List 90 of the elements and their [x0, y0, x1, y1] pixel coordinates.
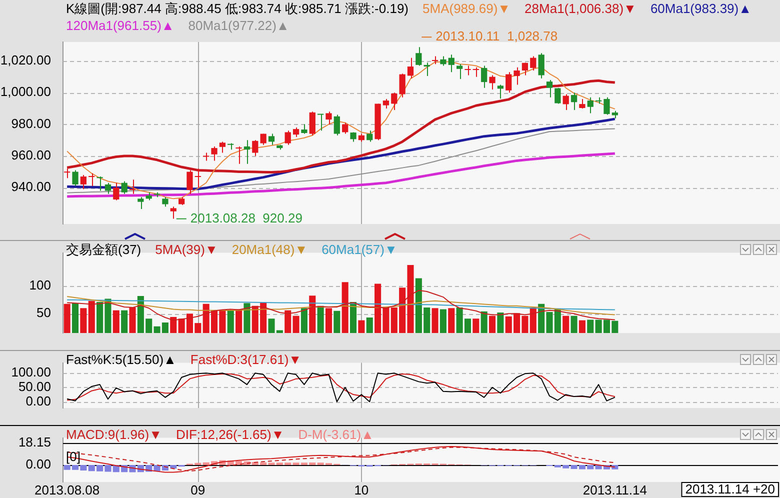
candlestick: [382, 98, 390, 109]
candlestick: [506, 72, 512, 94]
candlestick: [604, 96, 610, 116]
x-tick-label: 2013.11.14: [582, 482, 647, 498]
candlestick: [530, 56, 536, 71]
candlestick: [407, 57, 414, 79]
candlestick: [170, 206, 176, 220]
y-tick-label: 1,020.00: [0, 52, 51, 68]
y-tick-label: 50: [36, 305, 51, 320]
candlestick: [186, 170, 193, 194]
text: 5MA(989.69)▼: [422, 1, 511, 16]
candlestick: [350, 132, 356, 142]
annotation: 2013.08.28 920.29: [190, 210, 302, 226]
chart-title: K線圖(開:987.44 高:988.45 低:983.74 收:985.71 漲跌:-0.19): [66, 1, 409, 16]
text: 28Ma1(1,006.38)▼: [524, 1, 636, 16]
candlestick: [292, 126, 300, 138]
candlestick: [514, 66, 520, 86]
candlestick: [113, 182, 120, 201]
series-label: Fast%K:5(15.50)▲: [66, 352, 176, 367]
candlestick: [129, 179, 136, 194]
candlestick: [570, 92, 578, 111]
candlestick: [464, 65, 471, 76]
candlestick: [391, 92, 398, 111]
y-tick-label: 0.00: [26, 456, 51, 472]
candlestick: [96, 176, 103, 192]
candlestick: [334, 114, 340, 136]
candlestick: [326, 111, 332, 125]
candlestick: [88, 172, 95, 187]
candlestick: [554, 87, 561, 104]
candlestick: [448, 54, 454, 73]
candlestick: [579, 98, 586, 109]
candlestick: [194, 168, 201, 188]
candlestick: [440, 56, 446, 66]
candlestick: [309, 111, 316, 136]
candlestick: [162, 196, 168, 208]
y-tick-label: 960.00: [11, 148, 51, 163]
candlestick: [456, 64, 463, 80]
candlestick: [252, 140, 258, 156]
candlestick: [219, 141, 226, 154]
y-tick-label: 940.00: [11, 179, 51, 194]
candlestick: [244, 140, 250, 164]
y-tick-label: 18.15: [18, 434, 51, 450]
candlestick: [424, 62, 430, 77]
candlestick: [399, 73, 406, 98]
x-tick-label: 10: [354, 482, 369, 498]
candlestick: [587, 96, 594, 114]
candlestick: [236, 146, 242, 164]
candlestick: [64, 168, 70, 179]
candlestick: [268, 133, 275, 146]
text: 60Ma1(983.39)▲: [650, 1, 752, 16]
x-tick-label: 09: [190, 482, 206, 498]
text: 20Ma1(48)▼: [232, 242, 308, 257]
text: 120Ma1(961.55)▲: [66, 18, 174, 33]
candlestick: [211, 146, 218, 162]
candlestick: [121, 180, 128, 194]
y-tick-label: 100: [29, 278, 51, 293]
candlestick: [472, 66, 479, 78]
chart-title: 交易金額(37): [66, 242, 142, 257]
candlestick: [497, 84, 504, 100]
candlestick: [481, 65, 488, 88]
x-tick-label: 2013.08.08: [34, 482, 100, 498]
candlestick: [538, 52, 544, 79]
series-label: DIF:12,26(-1.65)▼: [176, 427, 284, 442]
candlestick: [138, 196, 144, 210]
series-label: D-M(-3.61)▲: [298, 427, 374, 442]
y-tick-label: 980.00: [11, 116, 51, 131]
text: 5MA(39)▼: [155, 242, 218, 257]
candlestick: [72, 170, 78, 187]
candlestick: [80, 174, 87, 190]
candlestick: [301, 124, 308, 134]
candlestick: [416, 46, 422, 66]
series-label: Fast%D:3(17.61)▼: [190, 352, 302, 367]
candlestick: [284, 130, 291, 146]
text: 80Ma1(977.22)▲: [188, 18, 290, 33]
y-tick-label: 100.00: [11, 364, 51, 380]
candlestick: [522, 62, 528, 76]
annotation: 2013.10.11 1,028.78: [436, 28, 558, 44]
candlestick: [489, 74, 496, 90]
text: 60Ma1(57)▼: [322, 242, 398, 257]
candlestick: [562, 94, 569, 111]
candlestick: [104, 182, 112, 194]
series-label: MACD:9(1.96)▼: [66, 427, 162, 442]
y-tick-label: 50.00: [18, 378, 51, 394]
y-tick-label: 0.00: [26, 393, 51, 408]
candlestick: [546, 79, 553, 98]
text: 2013.11.14 +20: [685, 482, 776, 497]
candlestick: [342, 122, 348, 134]
y-tick-label: 1,000.00: [0, 84, 51, 100]
candlestick: [366, 130, 373, 142]
candlestick: [317, 114, 324, 132]
